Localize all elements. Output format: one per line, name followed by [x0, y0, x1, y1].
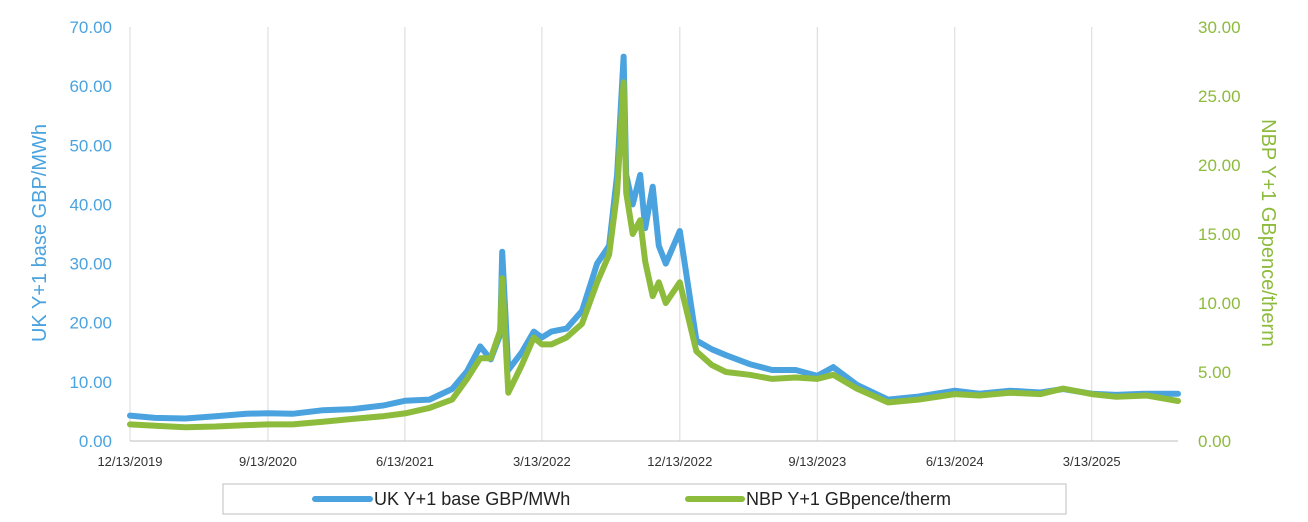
right-y-tick-label: 30.00: [1198, 18, 1241, 37]
left-y-tick-label: 30.00: [69, 255, 112, 274]
right-y-tick-label: 0.00: [1198, 432, 1231, 451]
legend-label-uk-power: UK Y+1 base GBP/MWh: [374, 489, 570, 509]
x-tick-label: 3/13/2022: [513, 454, 571, 469]
left-y-tick-label: 60.00: [69, 77, 112, 96]
right-y-tick-label: 20.00: [1198, 156, 1241, 175]
series-line-nbp-gas: [127, 79, 1181, 431]
x-tick-label: 12/13/2019: [97, 454, 162, 469]
x-tick-label: 12/13/2022: [647, 454, 712, 469]
x-tick-label: 3/13/2025: [1063, 454, 1121, 469]
right-y-tick-label: 25.00: [1198, 87, 1241, 106]
right-y-tick-label: 10.00: [1198, 294, 1241, 313]
right-y-tick-label: 5.00: [1198, 363, 1231, 382]
right-y-tick-label: 15.00: [1198, 225, 1241, 244]
left-y-tick-label: 0.00: [79, 432, 112, 451]
left-y-tick-label: 70.00: [69, 18, 112, 37]
x-tick-label: 6/13/2024: [926, 454, 984, 469]
x-tick-label: 6/13/2021: [376, 454, 434, 469]
series-layer: [127, 53, 1181, 431]
right-axis-title: NBP Y+1 GBpence/therm: [1257, 119, 1279, 347]
legend: UK Y+1 base GBP/MWh NBP Y+1 GBpence/ther…: [222, 483, 1067, 515]
left-y-tick-label: 50.00: [69, 136, 112, 155]
left-y-tick-label: 40.00: [69, 195, 112, 214]
x-tick-label: 9/13/2020: [239, 454, 297, 469]
series-line-uk-power: [127, 53, 1181, 422]
left-axis-title: UK Y+1 base GBP/MWh: [29, 124, 51, 342]
x-tick-label: 9/13/2023: [788, 454, 846, 469]
right-axis-ticks: 0.00 5.00 10.00 15.00 20.00 25.00 30.00: [1198, 18, 1241, 451]
left-axis-ticks: 0.00 10.00 20.00 30.00 40.00 50.00 60.00 70.00: [69, 18, 112, 451]
left-y-tick-label: 20.00: [69, 314, 112, 333]
x-axis-ticks: 12/13/2019 9/13/2020 6/13/2021 3/13/2022 12/…: [97, 454, 1120, 469]
left-y-tick-label: 10.00: [69, 373, 112, 392]
legend-label-nbp-gas: NBP Y+1 GBpence/therm: [746, 489, 951, 509]
